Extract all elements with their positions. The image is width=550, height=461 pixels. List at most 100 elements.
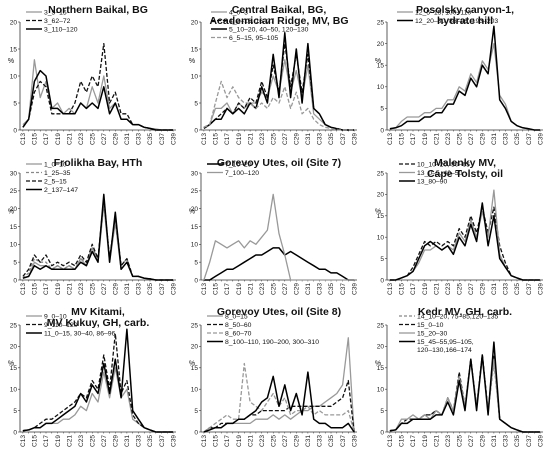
series-line-4 (203, 371, 355, 433)
legend-entry: 13_80–90 (417, 178, 447, 185)
x-tick-label: C35 (328, 133, 335, 145)
y-tick-label: 15 (10, 224, 18, 231)
y-tick-label: 15 (191, 224, 199, 231)
x-tick-label: C23 (445, 435, 452, 447)
x-tick-label: C37 (340, 283, 347, 295)
x-tick-label: C39 (351, 435, 358, 447)
x-tick-label: C27 (468, 435, 475, 447)
x-tick-label: C17 (224, 435, 231, 447)
x-tick-label: C37 (159, 435, 166, 447)
x-tick-label: C19 (236, 133, 243, 145)
y-tick-label: 0 (13, 429, 17, 436)
series-line-3 (22, 69, 174, 131)
y-tick-label: 0 (380, 127, 384, 134)
x-tick-label: C13 (20, 435, 27, 447)
legend-entry: 3_62–72 (44, 18, 71, 25)
series-line-4 (22, 193, 174, 281)
x-tick-label: C21 (247, 283, 254, 295)
y-tick-label: 10 (10, 242, 18, 249)
x-tick-label: C15 (213, 133, 220, 145)
x-tick-label: C15 (32, 283, 39, 295)
y-tick-label: 20 (10, 19, 18, 26)
y-tick-label: 0 (13, 127, 17, 134)
legend-entry: 12_20–30, 86–96, 193–203 (415, 18, 498, 25)
panel-title: Academician Ridge, MV, BG (209, 15, 348, 27)
y-tick-label: 20 (377, 192, 385, 199)
series-line-3 (203, 32, 355, 131)
x-tick-label: C35 (328, 435, 335, 447)
x-tick-label: C27 (282, 133, 289, 145)
x-tick-label: C17 (224, 283, 231, 295)
x-tick-label: C31 (491, 283, 498, 295)
series-line-3 (22, 197, 174, 281)
x-tick-label: C19 (422, 133, 429, 145)
y-tick-label: 10 (191, 242, 199, 249)
x-tick-label: C31 (305, 283, 312, 295)
x-tick-label: C17 (43, 435, 50, 447)
y-axis-label: % (189, 58, 195, 65)
legend-entry: 7_10–20 (225, 161, 252, 168)
panel-5: Gorevoy Utes, oil (Site 7)% 0 5 10 15 20 25 30 C… (189, 157, 358, 295)
x-tick-label: C27 (468, 133, 475, 145)
y-tick-label: 0 (194, 127, 198, 134)
x-tick-label: C21 (66, 133, 73, 145)
y-tick-label: 5 (194, 259, 198, 266)
x-tick-label: C25 (456, 133, 463, 145)
legend-entry: 10_10–20, 50–65 (417, 161, 470, 168)
x-tick-label: C29 (294, 283, 301, 295)
y-tick-label: 15 (10, 46, 18, 53)
x-tick-label: C25 (89, 435, 96, 447)
x-tick-label: C37 (340, 133, 347, 145)
y-axis-label: % (189, 361, 195, 368)
legend-entry: 8_100–110, 190–200, 300–310 (225, 339, 319, 346)
y-axis-label: % (8, 209, 14, 216)
panel-title: Cape Tolsty, oil (427, 168, 503, 180)
x-tick-label: C39 (351, 133, 358, 145)
panel-title: Northern Baikal, BG (48, 4, 148, 16)
y-tick-label: 10 (191, 387, 199, 394)
x-tick-label: C25 (89, 133, 96, 145)
panel-9: Kedr MV, GH, carb.% 0 5 10 15 20 25 C13 C15 C17 C1… (375, 306, 544, 447)
x-tick-label: C31 (491, 435, 498, 447)
panel-title: Malenky MV, (434, 157, 496, 169)
y-tick-label: 10 (10, 387, 18, 394)
y-tick-label: 30 (191, 170, 199, 177)
x-tick-label: C39 (170, 133, 177, 145)
y-tick-label: 15 (377, 365, 385, 372)
x-tick-label: C31 (305, 133, 312, 145)
x-tick-label: C35 (514, 435, 521, 447)
y-tick-label: 5 (194, 408, 198, 415)
x-tick-label: C39 (170, 435, 177, 447)
legend-entry: 9_110–120 (44, 322, 78, 329)
y-tick-label: 20 (377, 41, 385, 48)
series-line-1 (203, 247, 355, 281)
x-tick-label: C29 (480, 435, 487, 447)
legend-entry: 2_5–15 (44, 178, 67, 185)
series-line-3 (389, 358, 541, 433)
x-tick-label: C19 (236, 435, 243, 447)
y-tick-label: 20 (10, 206, 18, 213)
series-line-1 (22, 59, 174, 131)
x-tick-label: C31 (491, 133, 498, 145)
legend-entry: 12_5–15, 100–110 (415, 9, 471, 16)
panel-title: Frolikha Bay, HTh (54, 157, 143, 169)
panel-4: Frolikha Bay, HTh% 0 5 10 15 20 25 30 C13 C15 C17 C… (8, 157, 177, 295)
legend-entry: 14_10–20, 75–85,120–135 (417, 313, 498, 320)
y-tick-label: 25 (191, 188, 199, 195)
y-tick-label: 5 (13, 259, 17, 266)
x-tick-label: C29 (294, 435, 301, 447)
legend-entry: 4_0–3 (229, 9, 248, 16)
legend-entry: 15_45–55,95–105, (417, 339, 474, 346)
legend-entry: 1_25–35 (44, 170, 71, 177)
x-tick-label: C23 (259, 435, 266, 447)
y-tick-label: 25 (10, 322, 18, 329)
y-tick-label: 15 (10, 365, 18, 372)
y-tick-label: 15 (377, 63, 385, 70)
x-tick-label: C19 (55, 283, 62, 295)
x-tick-label: C29 (113, 283, 120, 295)
x-tick-label: C27 (101, 283, 108, 295)
x-tick-label: C13 (20, 283, 27, 295)
panel-title: Posolsky canyon-1, (416, 4, 514, 16)
x-tick-label: C33 (317, 435, 324, 447)
